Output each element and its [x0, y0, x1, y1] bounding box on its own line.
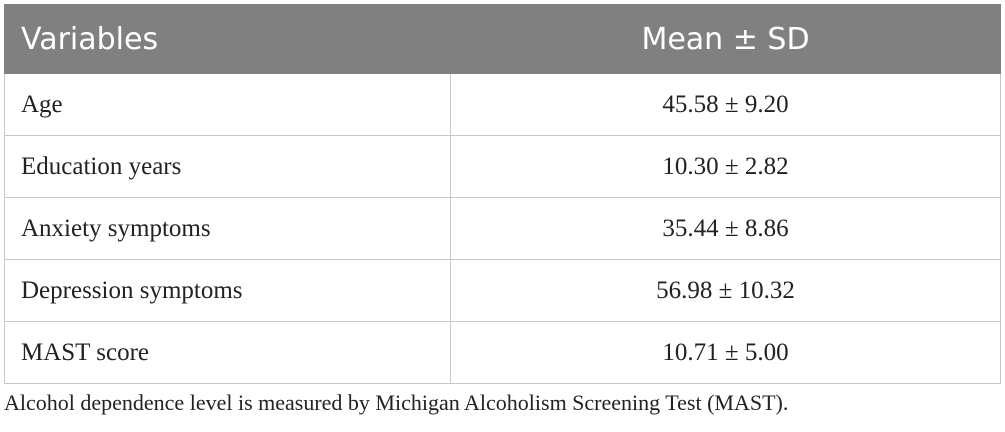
value-cell: 45.58 ± 9.20: [450, 73, 1001, 136]
value-cell: 35.44 ± 8.86: [450, 197, 1001, 260]
footnote: Alcohol dependence level is measured by …: [4, 390, 789, 415]
variable-cell: Depression symptoms: [4, 259, 451, 322]
table-row: Education years 10.30 ± 2.82: [4, 135, 1001, 198]
table-body: Age 45.58 ± 9.20 Education years 10.30 ± 2.…: [4, 73, 1001, 384]
data-table: Variables Mean ± SD Age 45.58 ± 9.20 Educa…: [4, 4, 1001, 384]
value-cell: 10.71 ± 5.00: [450, 321, 1001, 384]
variable-cell: Anxiety symptoms: [4, 197, 451, 260]
value-cell: 56.98 ± 10.32: [450, 259, 1001, 322]
variable-cell: Age: [4, 73, 451, 136]
variable-cell: Education years: [4, 135, 451, 198]
value-cell: 10.30 ± 2.82: [450, 135, 1001, 198]
header-cell: Variables: [4, 4, 451, 74]
table-row: Anxiety symptoms 35.44 ± 8.86: [4, 197, 1001, 260]
header-row: Variables Mean ± SD: [4, 4, 1001, 74]
variable-cell: MAST score: [4, 321, 451, 384]
table-row: Depression symptoms 56.98 ± 10.32: [4, 259, 1001, 322]
table-row: MAST score 10.71 ± 5.00: [4, 321, 1001, 384]
table-row: Age 45.58 ± 9.20: [4, 73, 1001, 136]
header-cell: Mean ± SD: [450, 4, 1001, 74]
